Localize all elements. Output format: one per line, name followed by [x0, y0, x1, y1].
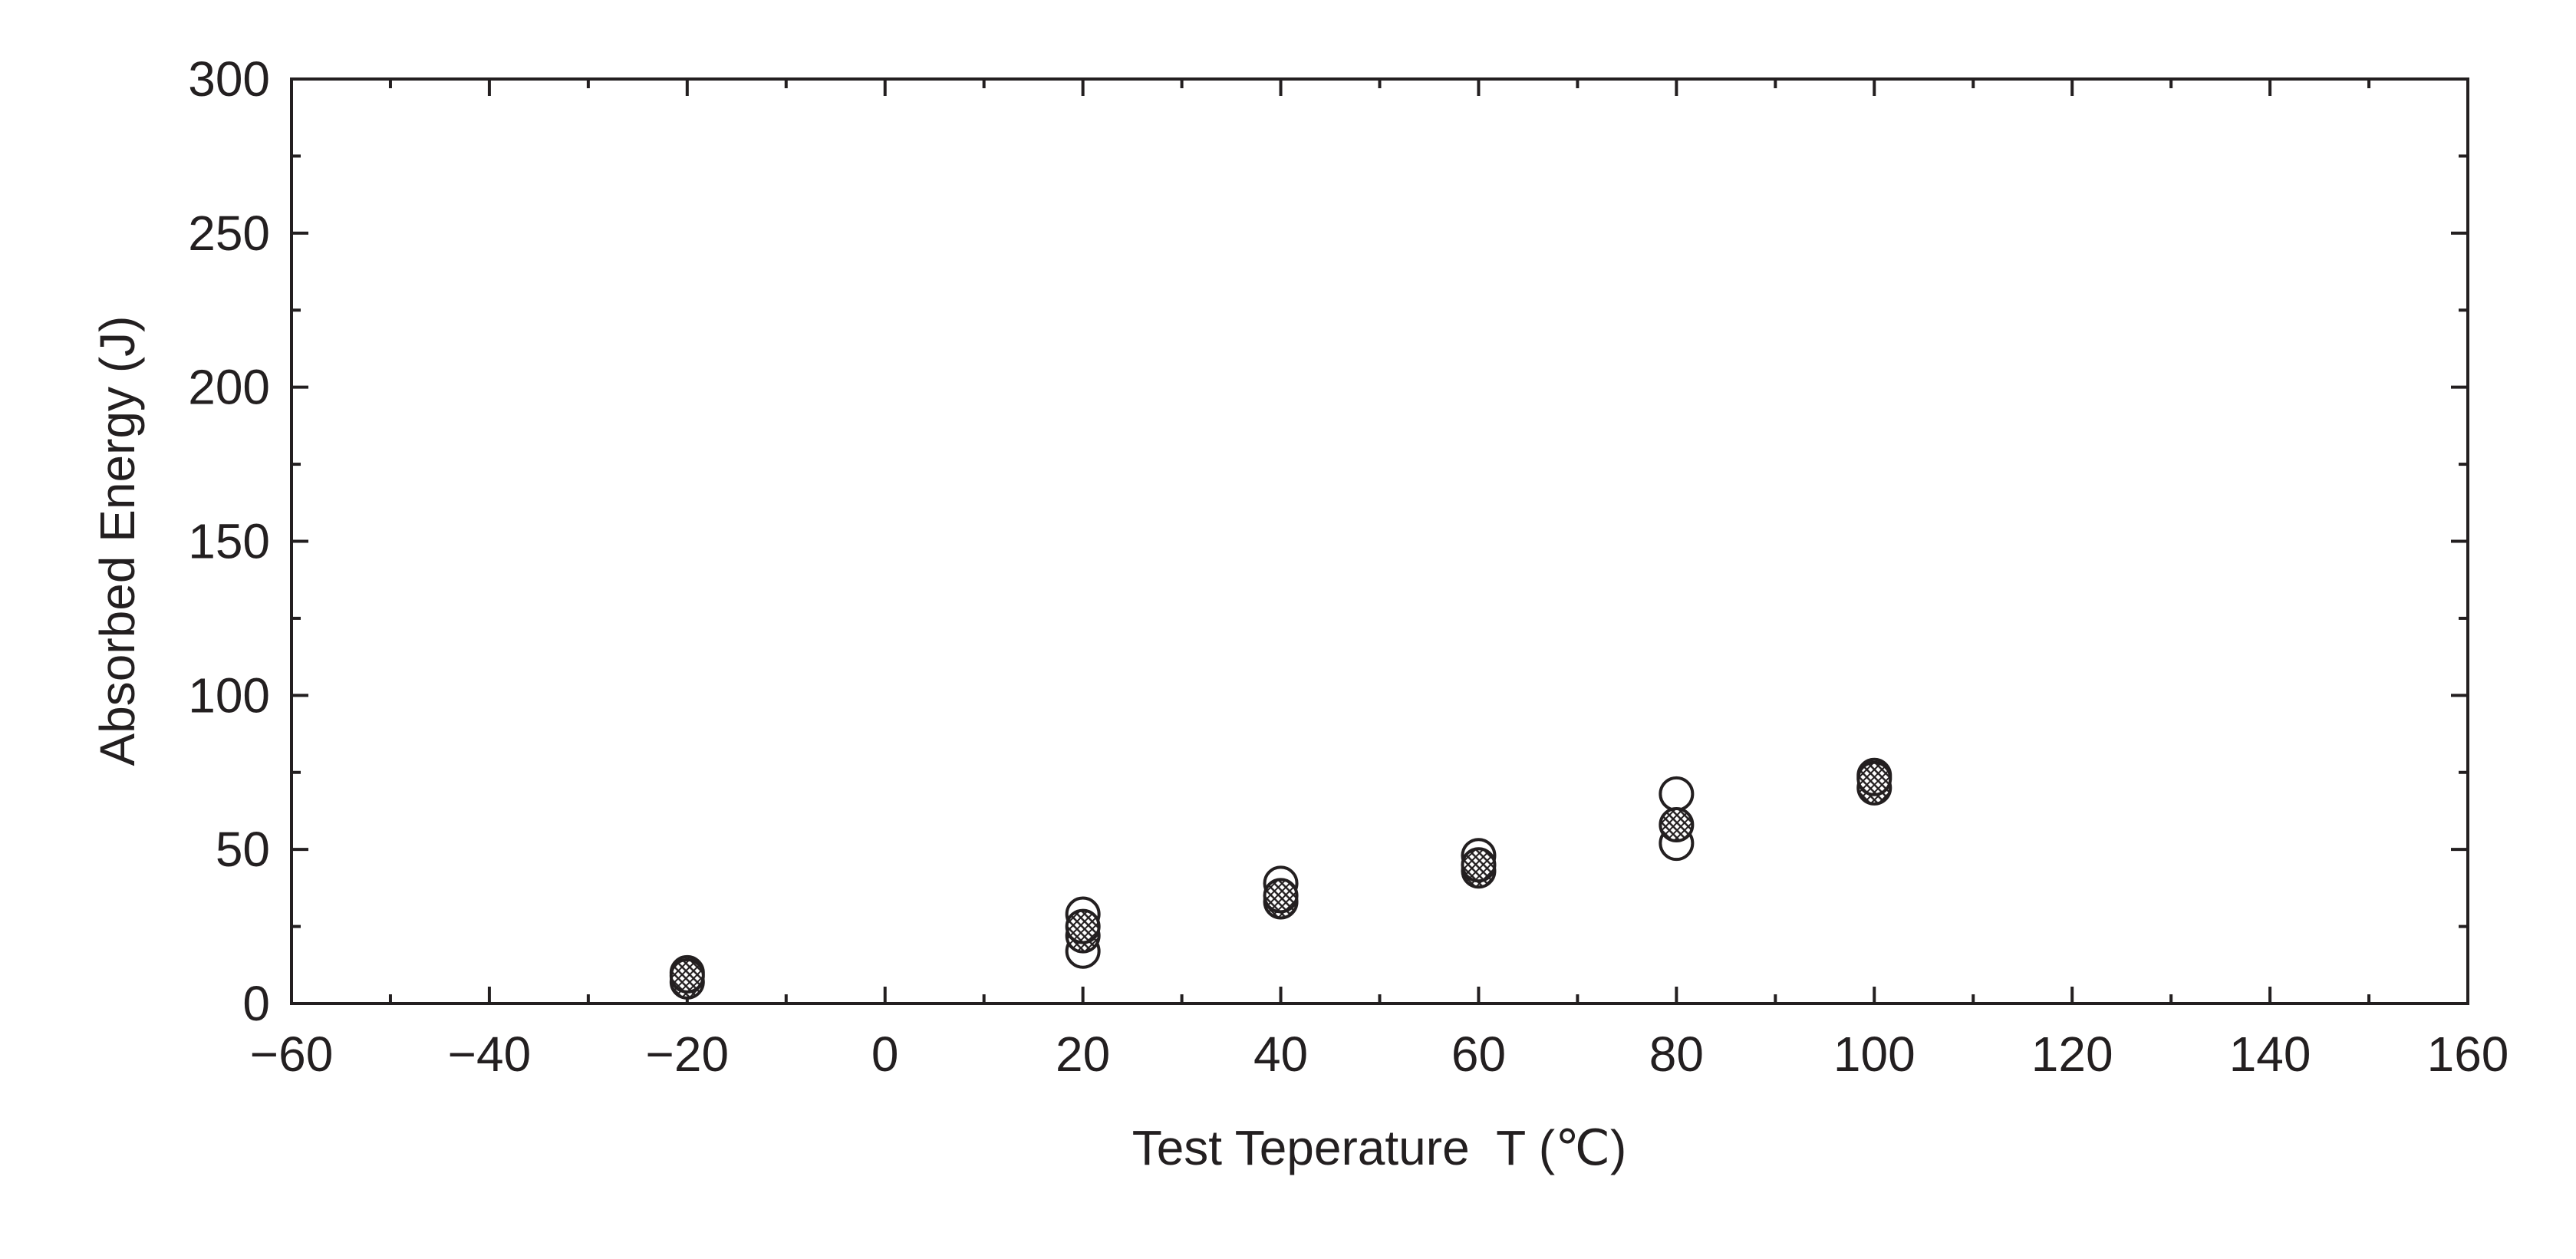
- y-tick-label: 150: [188, 514, 270, 569]
- major-ticks: [290, 77, 2469, 1005]
- minor-ticks: [292, 79, 2468, 1004]
- y-tick-label: 300: [188, 51, 270, 107]
- x-tick-label: 100: [1833, 1027, 1916, 1082]
- y-tick-labels: 0 50 100 150 200 250 300: [188, 51, 270, 1031]
- x-tick-label: 80: [1649, 1027, 1704, 1082]
- y-tick-label: 250: [188, 206, 270, 261]
- plot-frame: [290, 77, 2469, 1005]
- y-tick-label: 100: [188, 667, 270, 723]
- x-tick-label: 0: [871, 1027, 899, 1082]
- x-tick-labels: −60 −40 −20 0 20 40 60 80 100 120 140 160: [250, 1027, 2509, 1082]
- hatched-circle-point: [1856, 760, 1892, 796]
- y-axis-title: Absorbed Energy (J): [90, 316, 145, 766]
- x-tick-label: 140: [2229, 1027, 2311, 1082]
- x-tick-label: 40: [1253, 1027, 1308, 1082]
- y-tick-label: 200: [188, 360, 270, 415]
- x-tick-label: 120: [2031, 1027, 2113, 1082]
- hatched-circle-point: [1263, 878, 1299, 914]
- hatched-circle-point: [669, 957, 705, 994]
- x-tick-label: 60: [1451, 1027, 1506, 1082]
- y-tick-label: 0: [242, 976, 270, 1031]
- x-tick-label: 160: [2427, 1027, 2509, 1082]
- x-tick-label: −60: [250, 1027, 334, 1082]
- x-tick-label: −40: [448, 1027, 532, 1082]
- open-circle-point: [1659, 776, 1695, 812]
- hatched-circle-point: [1065, 908, 1101, 944]
- x-tick-label: −20: [646, 1027, 730, 1082]
- x-tick-label: 20: [1056, 1027, 1110, 1082]
- y-tick-label: 50: [216, 822, 270, 877]
- x-axis-title: Test Teperature T (℃): [1132, 1120, 1627, 1175]
- data-points: [669, 757, 1892, 1000]
- hatched-circle-point: [1461, 847, 1497, 883]
- hatched-circle-point: [1659, 807, 1695, 843]
